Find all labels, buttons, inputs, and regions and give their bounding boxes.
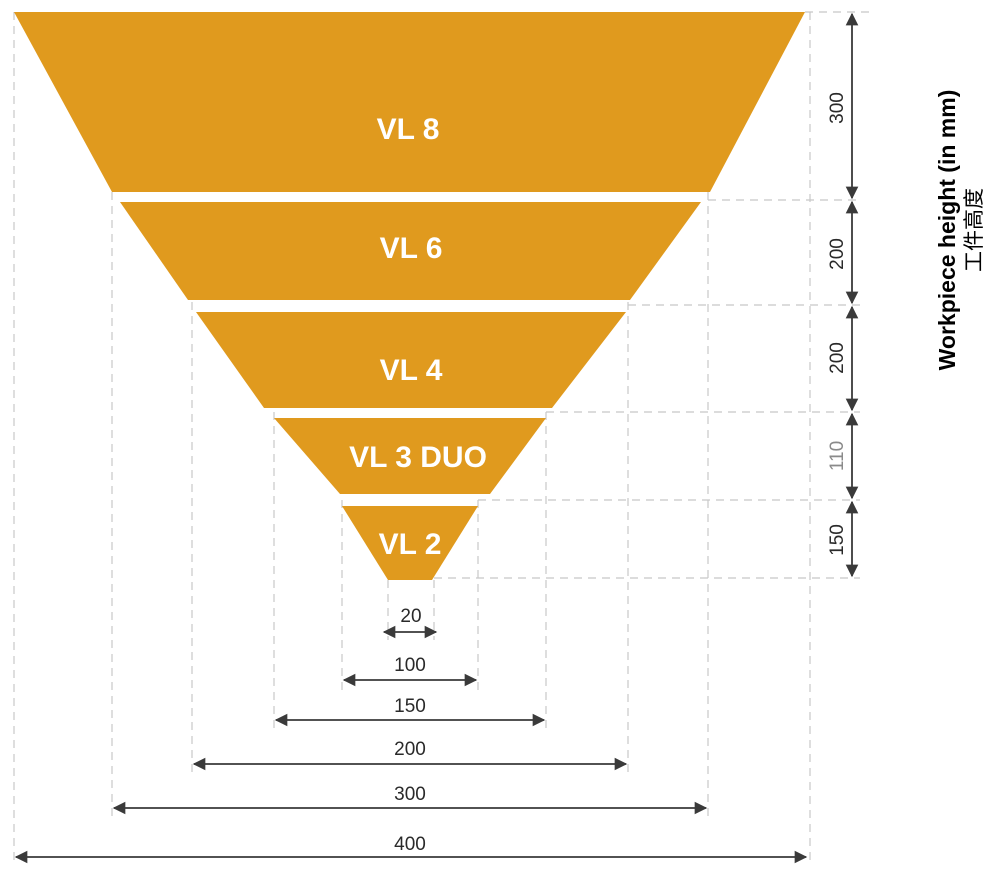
- height-label-vl2: 150: [827, 524, 848, 556]
- width-dimensions: 20 100 150 200 300 400: [14, 606, 808, 864]
- axis-title: Workpiece height (in mm) 工件高度: [933, 90, 987, 371]
- width-label-400: 400: [394, 834, 426, 855]
- width-label-20: 20: [400, 606, 421, 627]
- height-label-vl3duo: 110: [827, 441, 848, 471]
- height-label-vl6: 200: [827, 238, 848, 270]
- width-label-300: 300: [394, 784, 426, 805]
- axis-title-chinese: 工件高度: [962, 188, 986, 272]
- tier-vl6-label: VL 6: [380, 232, 443, 265]
- tier-vl8-label: VL 8: [377, 113, 440, 146]
- tier-vl3duo-label: VL 3 DUO: [349, 441, 487, 474]
- tier-vl2-shape: [342, 506, 478, 580]
- height-label-vl8: 300: [827, 92, 848, 124]
- tier-vl6-shape: [120, 202, 701, 300]
- tier-vl2-label: VL 2: [379, 528, 442, 561]
- height-label-vl4: 200: [827, 342, 848, 374]
- tier-vl4-shape: [196, 312, 626, 408]
- width-label-150: 150: [394, 696, 426, 717]
- guide-lines: [13, 11, 870, 860]
- width-label-100: 100: [394, 655, 426, 676]
- axis-title-english: Workpiece height (in mm): [934, 89, 960, 371]
- tier-vl3duo-shape: [274, 418, 546, 494]
- height-dimensions: 300 200 200 110 150: [827, 12, 859, 578]
- tier-vl8-shape: [14, 12, 805, 192]
- width-label-200: 200: [394, 739, 426, 760]
- tier-vl4-label: VL 4: [380, 354, 443, 387]
- funnel-tiers: VL 8 VL 6 VL 4 VL 3 DUO VL 2: [14, 12, 805, 580]
